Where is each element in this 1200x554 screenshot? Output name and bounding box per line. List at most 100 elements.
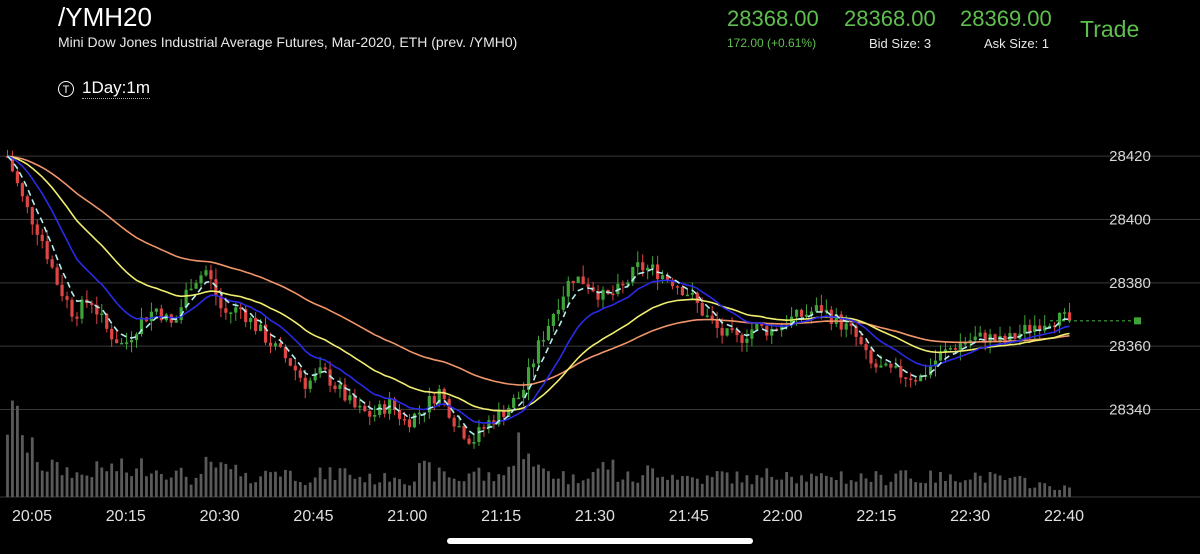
- volume-bar: [715, 471, 719, 497]
- candle-body: [392, 398, 397, 410]
- candle-body: [50, 259, 54, 268]
- candle-body: [55, 267, 59, 285]
- candle-body: [412, 413, 417, 428]
- volume-bar: [646, 465, 650, 497]
- candle-body: [750, 329, 754, 339]
- volume-bar: [1033, 487, 1037, 497]
- volume-bar: [542, 468, 545, 497]
- x-tick-label: 20:15: [106, 508, 146, 525]
- volume-bar: [661, 476, 664, 497]
- candle-body: [318, 367, 322, 374]
- candle-body: [993, 334, 997, 342]
- candle-body: [502, 410, 506, 417]
- volume-bar: [978, 475, 982, 497]
- candle-body: [100, 313, 104, 316]
- volume-bar: [795, 483, 798, 497]
- volume-bar: [1048, 486, 1052, 497]
- volume-bar: [998, 475, 1002, 497]
- volume-bar: [437, 467, 441, 497]
- x-tick-label: 20:05: [12, 508, 52, 525]
- candle-body: [313, 373, 317, 381]
- volume-bar: [75, 472, 79, 497]
- trade-button[interactable]: Trade: [1080, 16, 1140, 42]
- volume-bar: [50, 459, 54, 497]
- volume-bar: [695, 478, 699, 497]
- volume-bar: [204, 456, 208, 497]
- candle-body: [268, 342, 273, 347]
- volume-bar: [388, 481, 392, 497]
- volume-bar: [85, 475, 89, 497]
- y-tick-label: 28340: [1109, 402, 1151, 419]
- ma-line-mid: [7, 155, 1070, 424]
- volume-bar: [482, 480, 486, 497]
- volume-bar: [765, 468, 769, 497]
- volume-bar: [601, 462, 605, 497]
- volume-bar: [755, 475, 759, 497]
- volume-bar: [467, 473, 471, 497]
- candle-body: [169, 314, 173, 323]
- volume-bar: [805, 481, 808, 497]
- candle-body: [120, 342, 124, 345]
- volume-bar: [953, 481, 957, 497]
- volume-bar: [279, 476, 282, 497]
- volume-bar: [363, 482, 367, 497]
- volume-bar: [487, 472, 491, 497]
- candle-body: [670, 279, 675, 287]
- candle-body: [1033, 325, 1037, 332]
- volume-bar: [854, 481, 858, 497]
- volume-bar: [800, 475, 803, 497]
- volume-bar: [224, 463, 228, 497]
- candle-body: [690, 292, 694, 295]
- volume-bar: [65, 467, 69, 497]
- volume-bar: [566, 484, 570, 497]
- volume-bar: [145, 476, 148, 497]
- candle-body: [636, 262, 640, 267]
- x-tick-label: 21:45: [669, 508, 709, 525]
- timeframe-selector[interactable]: T 1Day:1m: [58, 78, 151, 99]
- volume-bar: [30, 437, 34, 497]
- candle-body: [601, 289, 605, 300]
- candle-body: [432, 395, 436, 404]
- candle-body: [40, 234, 44, 242]
- ma-line-fast: [6, 155, 1070, 436]
- volume-bar: [810, 473, 813, 497]
- volume-bar: [353, 478, 357, 497]
- candle-body: [348, 395, 352, 401]
- candle-body: [933, 360, 938, 367]
- candle-body: [303, 377, 307, 389]
- volume-bar: [1018, 475, 1022, 497]
- volume-bar: [140, 458, 143, 497]
- y-tick-label: 28360: [1109, 338, 1151, 355]
- candle-body: [437, 389, 441, 404]
- volume-bar: [234, 464, 238, 497]
- home-indicator[interactable]: [447, 538, 753, 544]
- candle-body: [1057, 312, 1062, 326]
- volume-bar: [125, 472, 128, 497]
- volume-bar: [551, 478, 555, 497]
- volume-bar: [502, 475, 506, 497]
- volume-bar: [889, 481, 893, 497]
- volume-bar: [968, 479, 972, 497]
- candle-body: [283, 347, 287, 359]
- volume-bar: [303, 485, 307, 497]
- volume-bar: [1003, 480, 1007, 497]
- volume-bar: [944, 480, 947, 497]
- volume-bar: [656, 477, 660, 497]
- candle-body: [646, 267, 650, 271]
- candle-body: [864, 344, 868, 351]
- volume-bar: [730, 483, 734, 497]
- volume-bar: [507, 466, 511, 497]
- volume-bar: [681, 476, 684, 497]
- candle-body: [973, 336, 977, 341]
- candle-body: [457, 425, 461, 428]
- volume-bar: [90, 477, 94, 497]
- volume-bar: [770, 476, 774, 497]
- candle-body: [715, 320, 719, 328]
- volume-bar: [80, 474, 84, 497]
- x-tick-label: 20:45: [293, 508, 333, 525]
- candle-body: [561, 296, 565, 310]
- volume-bar: [214, 467, 218, 497]
- volume-bar: [651, 468, 655, 497]
- volume-bar: [760, 477, 764, 497]
